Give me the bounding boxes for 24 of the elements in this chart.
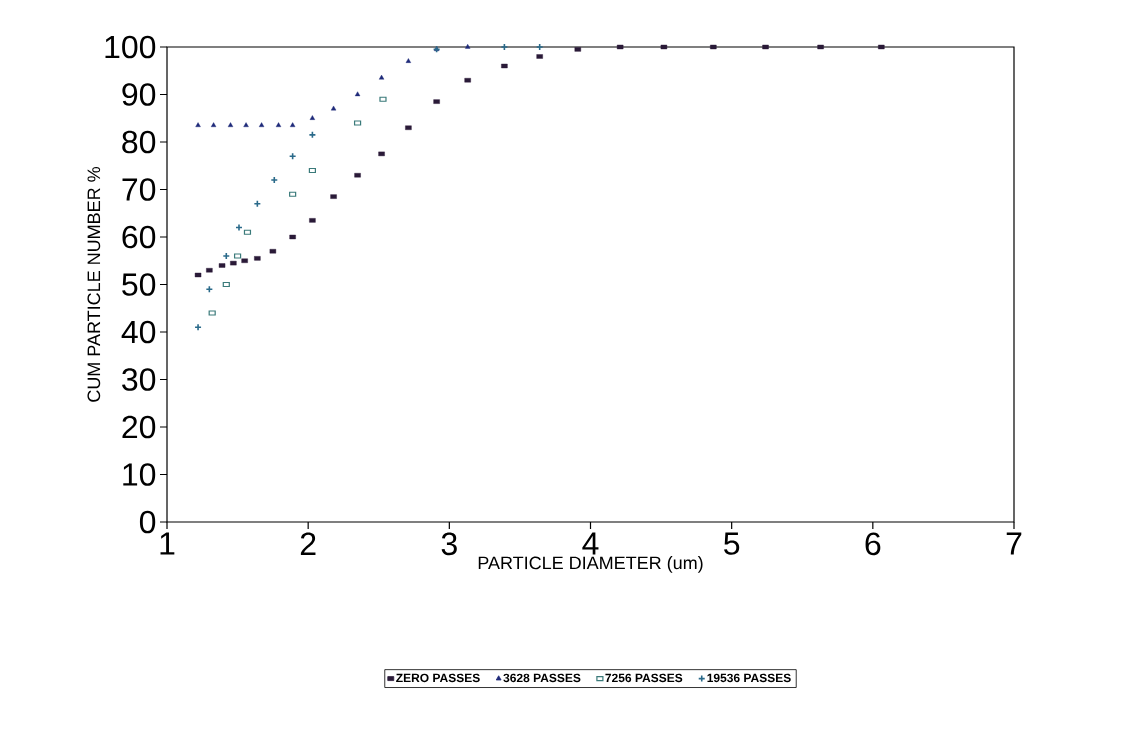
x-tick-label: 6 xyxy=(865,532,881,556)
y-axis-title: CUM PARTICLE NUMBER % xyxy=(87,166,101,402)
y-tick-label: 100 xyxy=(105,35,156,59)
x-tick-label: 1 xyxy=(160,532,175,555)
y-tick-label: 60 xyxy=(122,225,156,249)
y-tick-label: 0 xyxy=(139,510,156,534)
x-axis-title: PARTICLE DIAMETER (um) xyxy=(478,556,703,573)
x-tick-label: 3 xyxy=(441,532,457,556)
x-tick-label: 7 xyxy=(1006,532,1022,555)
y-tick-label: 30 xyxy=(122,368,156,391)
y-tick-label: 20 xyxy=(122,415,156,439)
y-tick-label: 10 xyxy=(123,463,156,486)
y-tick-label: 70 xyxy=(122,178,156,201)
legend-label: 19536 PASSES xyxy=(707,673,791,683)
x-tick-label: 4 xyxy=(582,532,599,555)
y-tick-label: 50 xyxy=(122,273,156,296)
y-tick-label: 40 xyxy=(121,320,156,344)
y-tick-label: 80 xyxy=(122,130,156,154)
x-tick-label: 5 xyxy=(724,532,740,555)
legend-label: 3628 PASSES xyxy=(503,673,581,683)
y-tick-label: 90 xyxy=(122,83,156,106)
x-tick-label: 2 xyxy=(300,532,316,555)
legend-label: ZERO PASSES xyxy=(396,673,480,683)
legend-label: 7256 PASSES xyxy=(605,673,683,683)
